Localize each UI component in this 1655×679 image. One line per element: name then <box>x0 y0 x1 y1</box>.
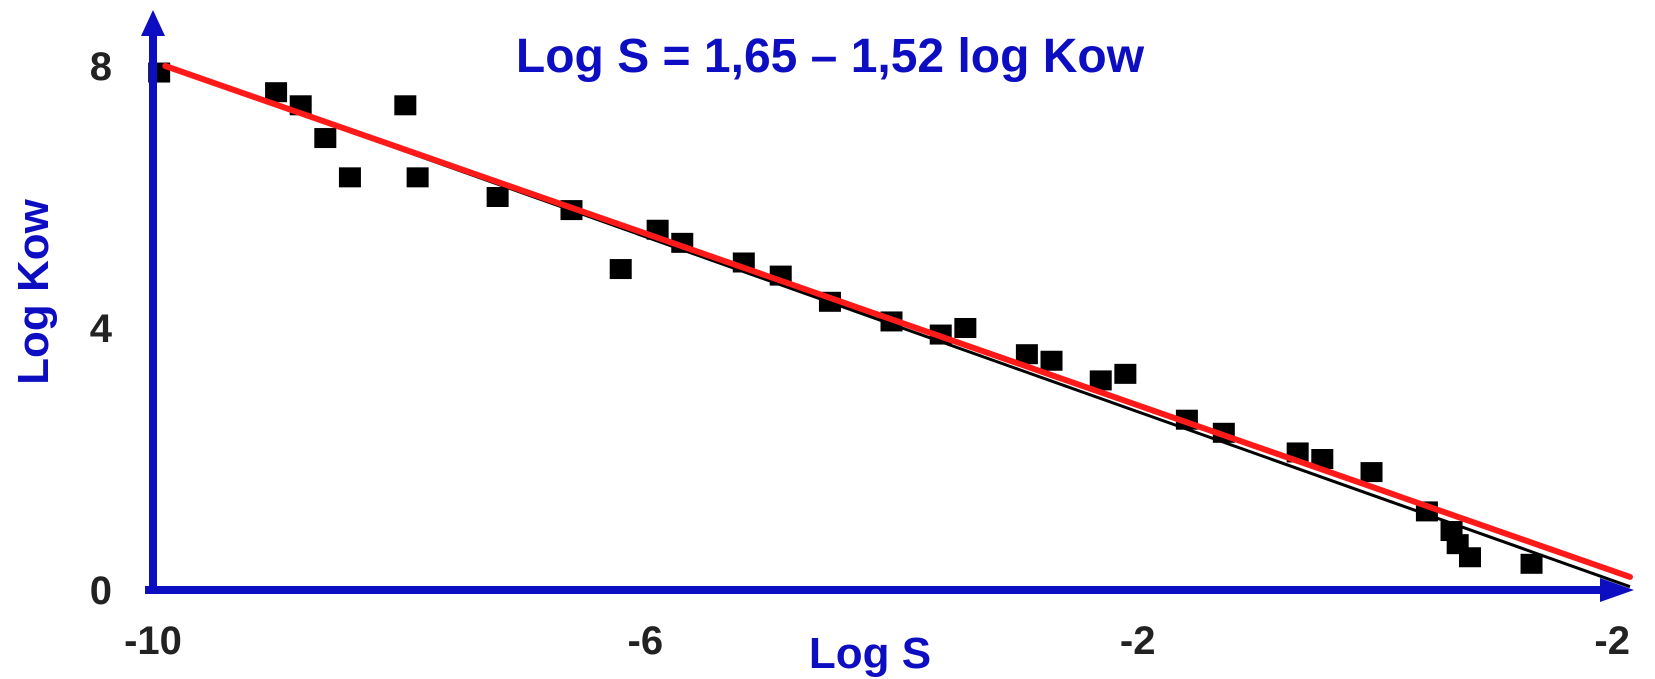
data-point <box>1458 547 1481 568</box>
data-point <box>1311 449 1334 469</box>
data-point <box>1040 350 1063 371</box>
x-tick-label: -6 <box>628 619 664 663</box>
x-axis-arrow <box>1600 578 1634 602</box>
data-point <box>314 128 337 149</box>
y-tick-label: 8 <box>90 45 112 89</box>
x-tick-label: -2 <box>1120 619 1156 663</box>
chart-title: Log S = 1,65 – 1,52 log Kow <box>516 30 1145 83</box>
data-point <box>394 95 417 116</box>
y-axis-label: Log Kow <box>9 198 58 385</box>
data-point <box>1089 370 1112 391</box>
x-tick-labels: -10 -6 -2 -2 <box>124 619 1630 663</box>
y-axis-arrow <box>141 10 165 36</box>
x-tick-label: -2 <box>1594 619 1630 663</box>
data-point <box>609 259 632 280</box>
data-point <box>486 187 509 207</box>
y-tick-label: 4 <box>90 307 113 351</box>
data-point <box>1360 462 1383 483</box>
data-point <box>954 318 977 338</box>
y-tick-labels: 0 4 8 <box>90 45 113 613</box>
y-tick-label: 0 <box>90 569 112 613</box>
x-tick-label: -10 <box>124 619 182 663</box>
data-point <box>265 82 288 103</box>
data-point <box>1114 363 1137 384</box>
fit-line <box>162 63 1633 580</box>
x-axis-label: Log S <box>809 629 931 678</box>
data-point <box>1520 553 1543 574</box>
points-layer <box>148 62 1543 574</box>
data-point <box>338 167 361 188</box>
data-point <box>406 167 429 188</box>
data-point <box>1015 344 1038 365</box>
